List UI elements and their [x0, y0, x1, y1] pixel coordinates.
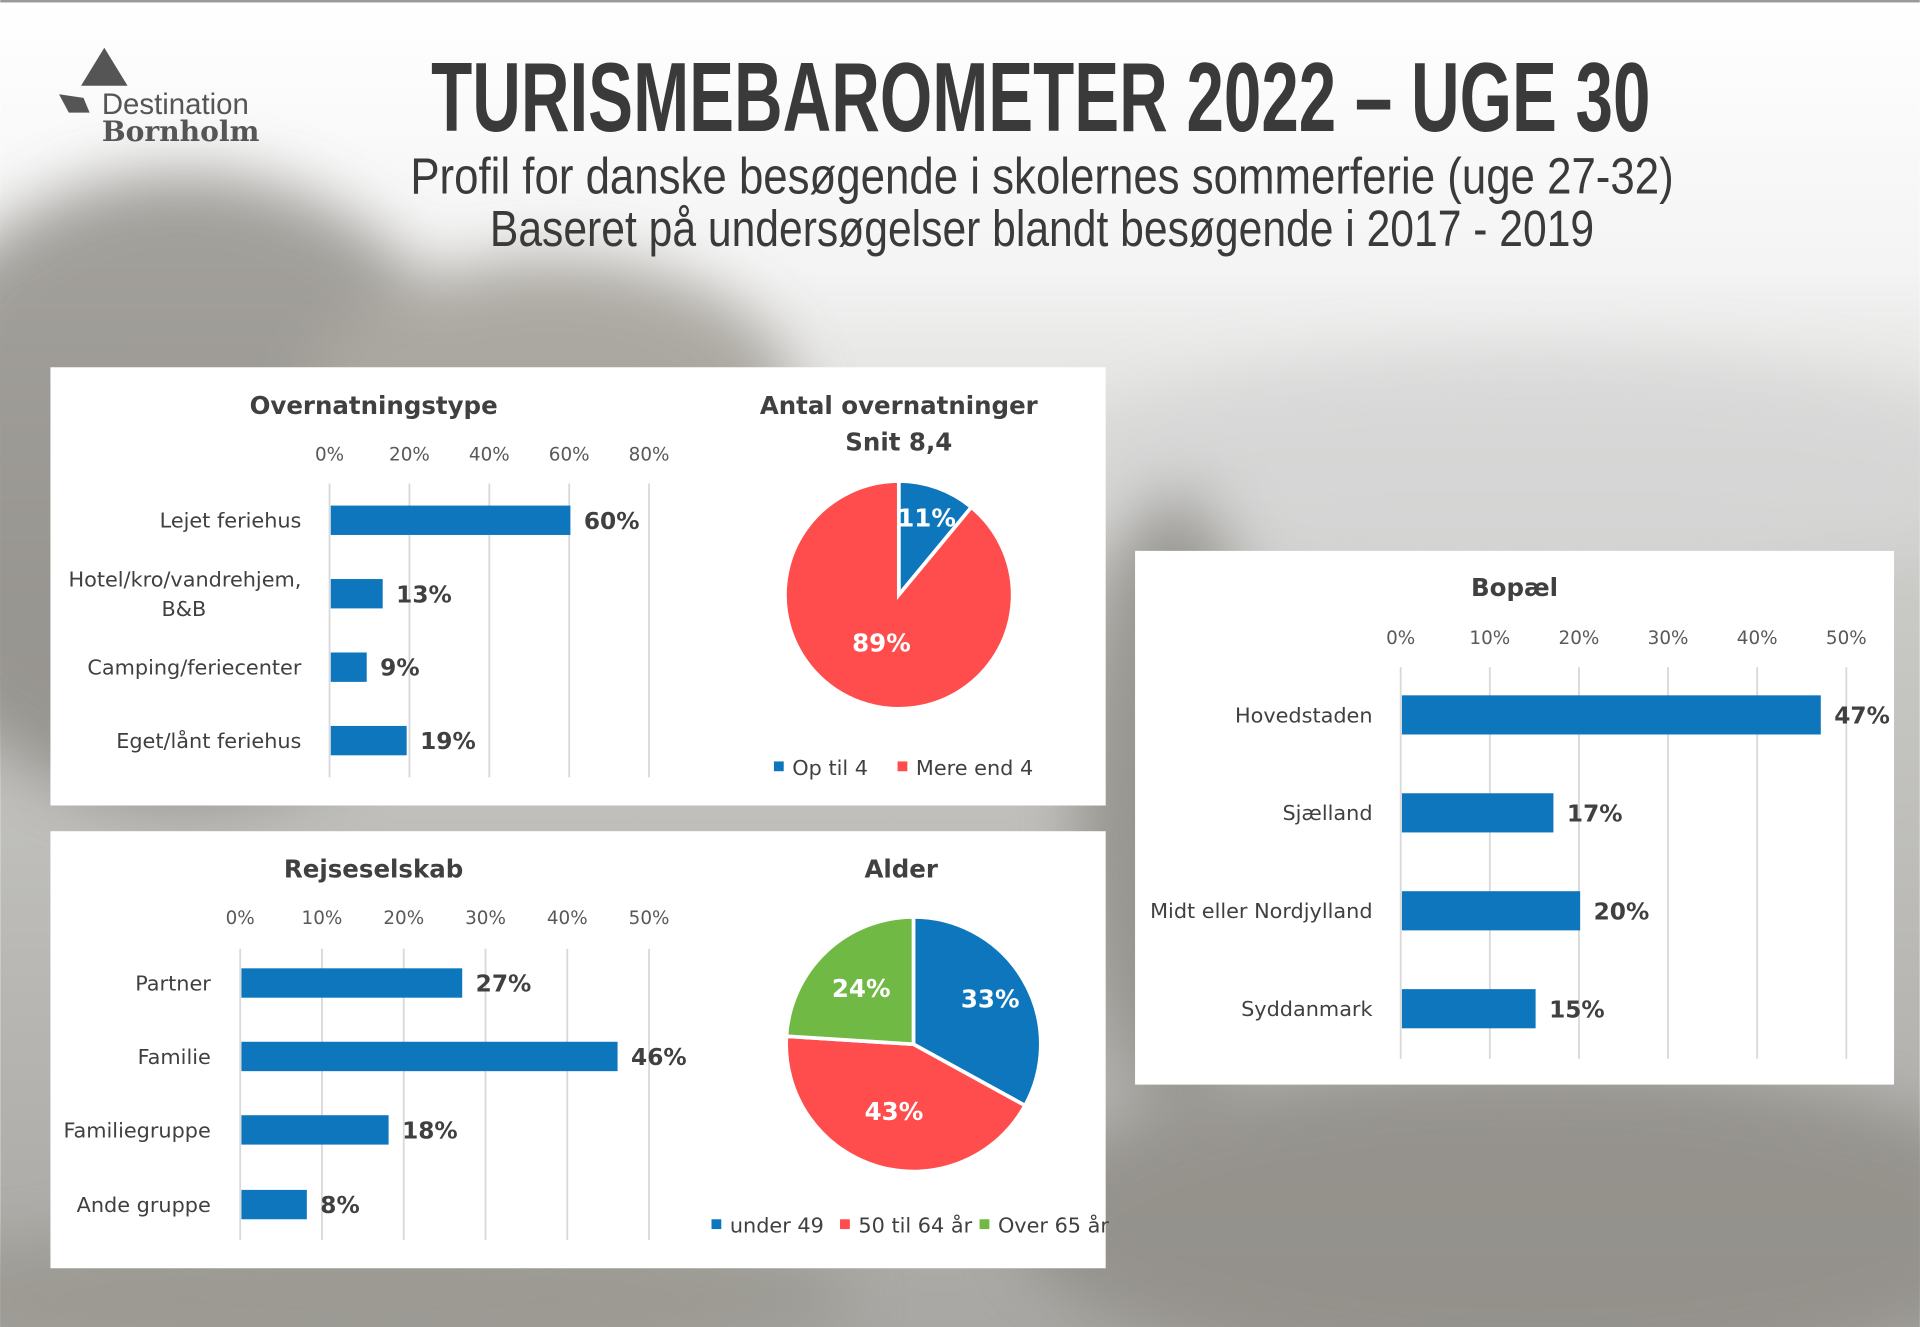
data-label: 24%: [832, 974, 891, 1003]
data-label: 20%: [1594, 898, 1650, 925]
category-label: Familiegruppe: [63, 1118, 210, 1142]
bar: [241, 1189, 307, 1220]
legend-label: under 49: [730, 1214, 824, 1238]
pie-slice: [784, 915, 916, 1047]
pie-slice: [783, 479, 1015, 711]
tick-label: 30%: [1648, 628, 1689, 649]
legend-swatch: [773, 761, 784, 772]
category-label: Ande gruppe: [77, 1193, 211, 1217]
legend-swatch: [840, 1219, 850, 1230]
category-label: Partner: [135, 971, 211, 995]
category-label-line: Hotel/kro/vandrehjem,: [68, 567, 301, 591]
chart-overnatningstype: Overnatningstype 0% 20% 40% 60% 80% 60% Lejet f…: [68, 391, 669, 778]
tick-label: 30%: [465, 908, 506, 929]
bar: [330, 652, 367, 682]
data-label: 18%: [402, 1117, 458, 1144]
data-label: 11%: [897, 503, 956, 532]
data-label: 89%: [852, 629, 911, 658]
bar: [241, 968, 463, 998]
bar: [330, 579, 383, 609]
logo: Destination Bornholm: [59, 47, 260, 148]
data-label: 17%: [1567, 800, 1623, 827]
tick-label: 20%: [383, 908, 424, 929]
legend-swatch: [979, 1219, 990, 1230]
pie-slice: [911, 915, 1043, 1109]
category-label: Camping/feriecenter: [87, 656, 301, 680]
tick-label: 50%: [1826, 628, 1867, 649]
legend-label: 50 til 64 år: [858, 1213, 972, 1238]
page-title: TURISMEBAROMETER 2022 – UGE 30: [431, 42, 1650, 152]
chart-bopael: Bopæl 0% 10% 20% 30% 40% 50% 47% Hovedstaden 17% S…: [1150, 573, 1890, 1059]
data-label: 27%: [476, 971, 532, 998]
data-label: 47%: [1834, 702, 1890, 729]
bar: [1401, 793, 1554, 833]
bar: [330, 725, 407, 756]
category-label: Syddanmark: [1241, 997, 1372, 1021]
chart-title: Bopæl: [1471, 573, 1558, 602]
tick-label: 80%: [629, 444, 670, 465]
bar: [330, 505, 571, 535]
category-label: Familie: [138, 1045, 211, 1069]
tick-label: 0%: [226, 908, 255, 929]
chart-title: Antal overnatninger Snit 8,4: [760, 391, 1038, 457]
legend-label: Mere end 4: [916, 756, 1033, 780]
tick-label: 50%: [629, 908, 670, 929]
chart-title: Rejseselskab: [284, 855, 463, 884]
chart-title: Overnatningstype: [250, 391, 498, 420]
chart-title: Alder: [864, 855, 938, 884]
bar: [241, 1115, 389, 1145]
tick-label: 20%: [389, 444, 430, 465]
data-label: 43%: [865, 1097, 924, 1126]
chart-rejseselskab: Rejseselskab 0% 10% 20% 30% 40% 50% 27% Partner 4…: [63, 855, 687, 1241]
tick-label: 0%: [1386, 628, 1415, 649]
tick-label: 40%: [547, 908, 588, 929]
bar: [241, 1041, 618, 1072]
bar: [1401, 891, 1581, 931]
category-label: Hotel/kro/vandrehjem, B&B: [68, 567, 301, 620]
tick-label: 10%: [302, 908, 343, 929]
tick-label: 0%: [315, 444, 344, 465]
logo-triangle-icon: [81, 47, 128, 86]
page-subtitle-1: Profil for danske besøgende i skolernes …: [410, 146, 1673, 204]
chart-antal-overnatninger: Antal overnatninger Snit 8,4 11% 89% Op til …: [760, 391, 1038, 780]
page-subtitle-2: Baseret på undersøgelser blandt besøgend…: [490, 199, 1594, 257]
data-label: 19%: [420, 728, 476, 755]
tick-label: 40%: [1737, 628, 1778, 649]
tick-label: 40%: [469, 444, 510, 465]
legend-label: Over 65 år: [998, 1213, 1109, 1238]
bar: [1401, 695, 1821, 735]
data-label: 33%: [961, 984, 1020, 1013]
data-label: 9%: [380, 655, 419, 682]
chart-subtitle: Snit 8,4: [845, 427, 952, 456]
tick-label: 60%: [549, 444, 590, 465]
data-label: 8%: [320, 1192, 359, 1219]
tick-label: 20%: [1559, 628, 1600, 649]
bar: [1401, 989, 1536, 1029]
category-label: Hovedstaden: [1235, 703, 1373, 727]
logo-shard-icon: [59, 94, 90, 113]
legend-swatch: [711, 1219, 722, 1230]
data-label: 15%: [1549, 996, 1605, 1023]
pie-slice: [784, 1034, 1028, 1174]
data-label: 60%: [584, 508, 640, 535]
category-label: Lejet feriehus: [160, 509, 302, 533]
legend-swatch: [897, 761, 908, 772]
chart-alder: Alder 33% 43% 24% under 49 50 til 64 år Over 6…: [711, 855, 1109, 1238]
category-label: Sjælland: [1282, 801, 1372, 825]
legend-label: Op til 4: [792, 756, 868, 780]
category-label: Eget/lånt feriehus: [116, 728, 301, 753]
data-label: 46%: [631, 1044, 687, 1071]
category-label-line: B&B: [161, 597, 206, 621]
category-label: Midt eller Nordjylland: [1150, 899, 1372, 923]
logo-text-bornholm: Bornholm: [102, 115, 260, 148]
data-label: 13%: [396, 581, 452, 608]
logo-text-destination: Destination: [102, 88, 249, 121]
tick-label: 10%: [1469, 628, 1510, 649]
